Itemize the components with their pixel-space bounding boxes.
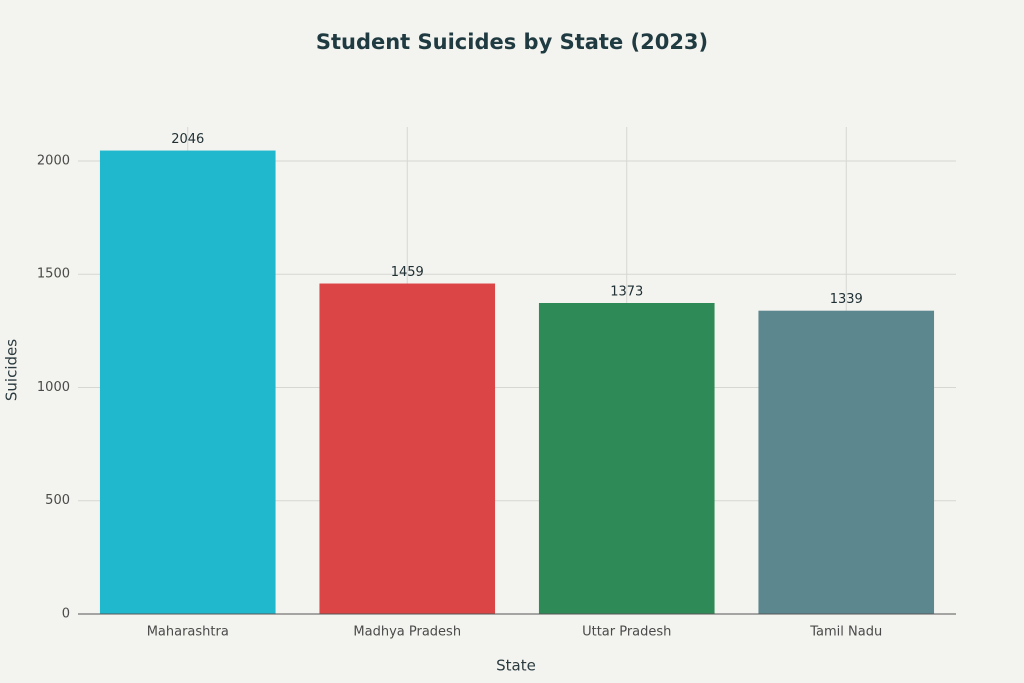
bar — [538, 302, 715, 614]
x-tick-label: Maharashtra — [147, 625, 229, 640]
chart-title: Student Suicides by State (2023) — [316, 30, 708, 54]
y-tick-label: 0 — [62, 607, 70, 622]
y-tick-label: 1000 — [37, 380, 70, 395]
y-tick-label: 1500 — [37, 267, 70, 282]
value-label: 1459 — [391, 265, 424, 280]
bar — [758, 310, 935, 614]
x-tick-label: Madhya Pradesh — [353, 625, 461, 640]
bar — [319, 283, 496, 614]
bar — [99, 150, 276, 615]
x-axis-title: State — [496, 657, 536, 675]
y-axis-title: Suicides — [3, 339, 21, 401]
x-tick-label: Tamil Nadu — [809, 625, 882, 640]
y-tick-label: 500 — [45, 493, 70, 508]
x-tick-label: Uttar Pradesh — [582, 625, 671, 640]
value-label: 1339 — [830, 292, 863, 307]
value-label: 2046 — [171, 132, 204, 147]
value-label: 1373 — [610, 284, 643, 299]
y-tick-label: 2000 — [37, 153, 70, 168]
